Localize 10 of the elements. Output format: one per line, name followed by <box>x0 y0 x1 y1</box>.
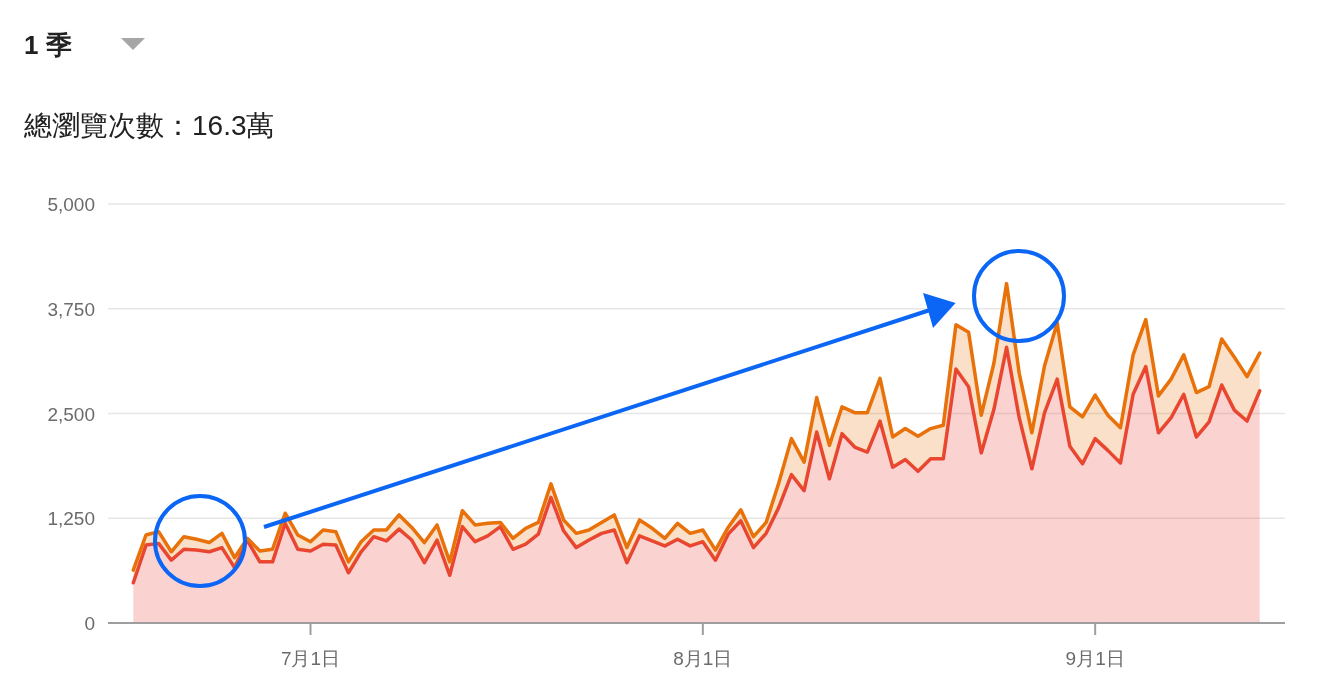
chart-subtitle: 1 季 <box>24 30 72 60</box>
x-tick-label: 8月1日 <box>673 648 733 669</box>
y-tick-label: 5,000 <box>47 194 95 215</box>
y-tick-label: 3,750 <box>47 298 95 320</box>
x-tick-label: 9月1日 <box>1065 648 1125 669</box>
y-tick-label: 0 <box>84 613 95 634</box>
chart-title: 總瀏覽次數：16.3萬 <box>23 110 275 141</box>
y-tick-label: 1,250 <box>47 508 95 530</box>
x-tick-label: 7月1日 <box>280 648 341 669</box>
y-tick-label: 2,500 <box>47 403 95 425</box>
